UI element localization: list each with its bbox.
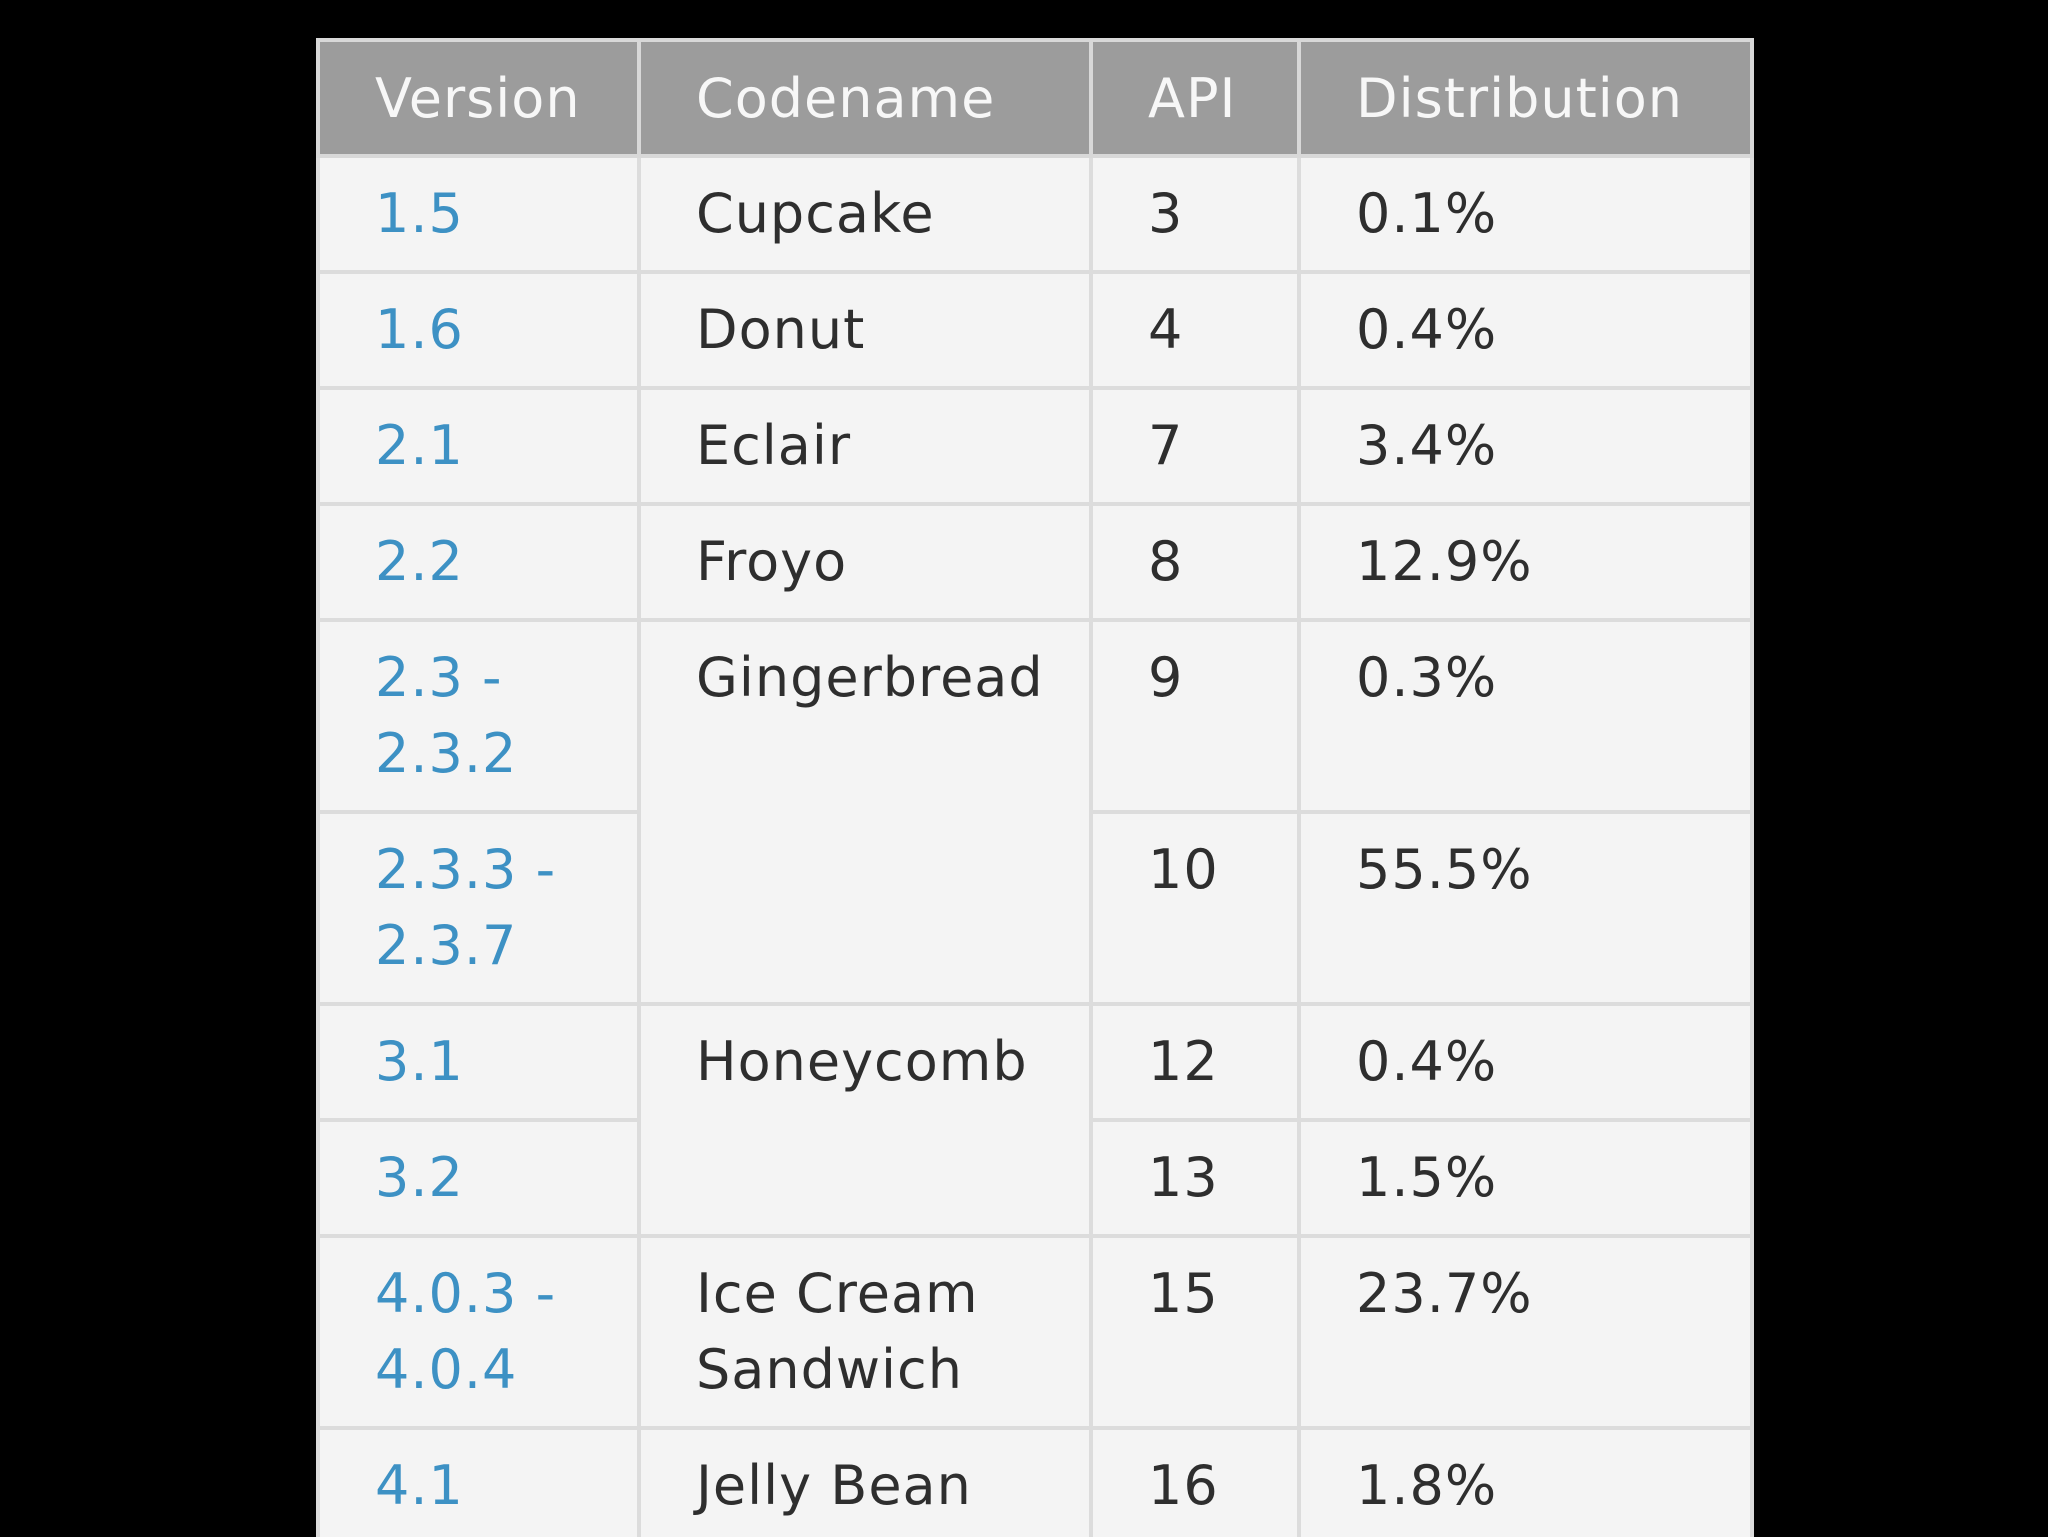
version-link[interactable]: 1.6 bbox=[316, 270, 641, 390]
api-cell: 3 bbox=[1089, 154, 1301, 274]
codename-cell: Gingerbread bbox=[637, 618, 1093, 1006]
version-link[interactable]: 1.5 bbox=[316, 154, 641, 274]
distribution-cell: 12.9% bbox=[1297, 502, 1754, 622]
header-distribution: Distribution bbox=[1297, 38, 1754, 158]
table-row: 4.1 Jelly Bean 16 1.8% bbox=[316, 1426, 1754, 1537]
codename-cell: Cupcake bbox=[637, 154, 1093, 274]
version-link[interactable]: 4.1 bbox=[316, 1426, 641, 1537]
table-row: 3.1 Honeycomb 12 0.4% bbox=[316, 1002, 1754, 1238]
table-row: 2.3 - 2.3.2 Gingerbread 9 0.3% bbox=[316, 618, 1754, 1006]
version-link[interactable]: 2.1 bbox=[316, 386, 641, 506]
table-row: 1.6 Donut 4 0.4% bbox=[316, 270, 1754, 390]
api-cell: 8 bbox=[1089, 502, 1301, 622]
distribution-table-container: Version Codename API Distribution 1.5 Cu… bbox=[316, 38, 1754, 1537]
table-row: 2.1 Eclair 7 3.4% bbox=[316, 386, 1754, 506]
codename-cell: Eclair bbox=[637, 386, 1093, 506]
header-codename: Codename bbox=[637, 38, 1093, 158]
codename-cell: Ice Cream Sandwich bbox=[637, 1234, 1093, 1430]
version-link[interactable]: 2.3.3 - 2.3.7 bbox=[316, 810, 641, 1006]
api-cell: 10 bbox=[1089, 810, 1301, 1006]
distribution-cell: 0.1% bbox=[1297, 154, 1754, 274]
header-api: API bbox=[1089, 38, 1301, 158]
api-cell: 16 bbox=[1089, 1426, 1301, 1537]
table-row: 2.2 Froyo 8 12.9% bbox=[316, 502, 1754, 622]
codename-cell: Donut bbox=[637, 270, 1093, 390]
platform-distribution-table: Version Codename API Distribution 1.5 Cu… bbox=[316, 38, 1754, 1537]
version-link[interactable]: 2.2 bbox=[316, 502, 641, 622]
version-link[interactable]: 4.0.3 - 4.0.4 bbox=[316, 1234, 641, 1430]
table-header-row: Version Codename API Distribution bbox=[316, 38, 1754, 158]
api-cell: 13 bbox=[1089, 1118, 1301, 1238]
distribution-cell: 23.7% bbox=[1297, 1234, 1754, 1430]
api-cell: 12 bbox=[1089, 1002, 1301, 1122]
codename-cell: Honeycomb bbox=[637, 1002, 1093, 1238]
table-row: 2.3.3 - 2.3.7 10 55.5% bbox=[316, 810, 1754, 1006]
header-version: Version bbox=[316, 38, 641, 158]
version-link[interactable]: 3.2 bbox=[316, 1118, 641, 1238]
table-row: 1.5 Cupcake 3 0.1% bbox=[316, 154, 1754, 274]
distribution-cell: 1.5% bbox=[1297, 1118, 1754, 1238]
distribution-cell: 55.5% bbox=[1297, 810, 1754, 1006]
distribution-cell: 0.3% bbox=[1297, 618, 1754, 814]
api-cell: 9 bbox=[1089, 618, 1301, 814]
table-row: 4.0.3 - 4.0.4 Ice Cream Sandwich 15 23.7… bbox=[316, 1234, 1754, 1430]
api-cell: 7 bbox=[1089, 386, 1301, 506]
distribution-cell: 1.8% bbox=[1297, 1426, 1754, 1537]
codename-cell: Froyo bbox=[637, 502, 1093, 622]
distribution-cell: 0.4% bbox=[1297, 1002, 1754, 1122]
distribution-cell: 3.4% bbox=[1297, 386, 1754, 506]
distribution-cell: 0.4% bbox=[1297, 270, 1754, 390]
version-link[interactable]: 2.3 - 2.3.2 bbox=[316, 618, 641, 814]
api-cell: 15 bbox=[1089, 1234, 1301, 1430]
api-cell: 4 bbox=[1089, 270, 1301, 390]
codename-cell: Jelly Bean bbox=[637, 1426, 1093, 1537]
table-row: 3.2 13 1.5% bbox=[316, 1118, 1754, 1238]
version-link[interactable]: 3.1 bbox=[316, 1002, 641, 1122]
